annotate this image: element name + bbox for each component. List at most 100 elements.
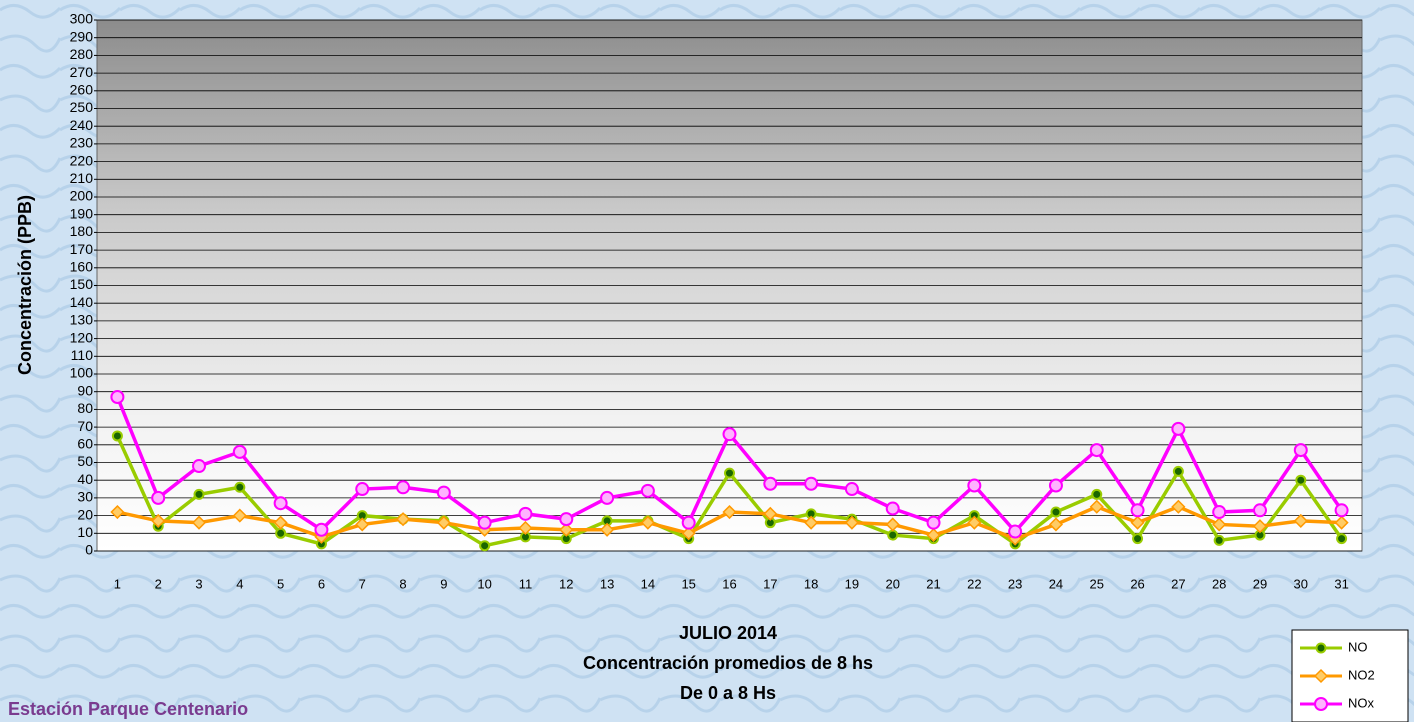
y-tick-label: 50: [77, 453, 93, 469]
x-tick-label: 12: [559, 576, 573, 591]
marker: [640, 515, 655, 530]
x-tick-label: 5: [277, 576, 284, 591]
x-tick-label: 6: [318, 576, 325, 591]
marker: [1089, 443, 1104, 458]
marker: [1295, 474, 1307, 486]
x-tick-label: 25: [1090, 576, 1104, 591]
x-tick-label: 17: [763, 576, 777, 591]
y-tick-label: 300: [70, 11, 94, 27]
marker: [926, 528, 941, 543]
marker: [151, 490, 166, 505]
marker: [396, 480, 411, 495]
y-tick-label: 110: [71, 347, 94, 363]
marker: [314, 522, 329, 537]
marker: [110, 504, 125, 520]
marker: [436, 515, 451, 530]
marker: [1334, 503, 1349, 518]
marker: [234, 481, 246, 493]
x-tick-label: 9: [440, 576, 447, 591]
x-tick-label: 20: [885, 576, 899, 591]
marker: [763, 506, 778, 521]
marker: [600, 522, 615, 537]
marker: [395, 512, 411, 527]
y-tick-label: 190: [70, 205, 94, 221]
x-tick-label: 14: [641, 576, 655, 591]
x-tick-label: 4: [236, 576, 243, 591]
y-tick-label: 0: [85, 542, 93, 558]
marker: [1212, 517, 1227, 532]
marker: [436, 485, 451, 500]
y-tick-label: 180: [70, 223, 94, 239]
legend-label: NO2: [1348, 667, 1375, 682]
marker: [885, 501, 900, 516]
y-tick-label: 130: [70, 312, 94, 328]
y-tick-label: 120: [70, 329, 94, 345]
marker: [1171, 499, 1186, 514]
x-tick-label: 11: [519, 576, 533, 591]
marker: [559, 512, 574, 527]
marker: [926, 515, 941, 530]
y-tick-label: 150: [70, 276, 94, 292]
marker: [1048, 478, 1063, 493]
marker: [724, 467, 735, 479]
marker: [1130, 503, 1145, 518]
y-tick-label: 40: [77, 471, 93, 487]
marker: [804, 515, 819, 530]
legend-label: NO: [1348, 639, 1368, 654]
y-tick-label: 20: [77, 506, 93, 522]
marker: [1050, 506, 1062, 518]
y-axis-title: Concentración (PPB): [15, 195, 35, 375]
y-tick-label: 60: [77, 436, 93, 452]
y-tick-label: 30: [77, 489, 93, 505]
marker: [355, 517, 370, 532]
chart-title: De 0 a 8 Hs: [680, 683, 776, 703]
x-tick-label: 10: [477, 576, 491, 591]
marker: [885, 517, 900, 532]
marker: [844, 515, 859, 530]
y-tick-label: 260: [70, 82, 94, 98]
marker: [192, 459, 207, 474]
x-tick-label: 15: [681, 576, 695, 591]
marker: [518, 520, 533, 536]
marker: [1130, 515, 1145, 530]
marker: [1008, 524, 1023, 539]
x-tick-label: 7: [359, 576, 366, 591]
marker: [600, 490, 615, 505]
y-tick-label: 290: [70, 28, 94, 44]
station-label: Estación Parque Centenario: [8, 699, 248, 719]
marker: [887, 529, 899, 541]
marker: [1212, 505, 1227, 520]
legend: NO NO2 NOx: [1291, 629, 1409, 722]
marker: [1091, 488, 1103, 500]
y-tick-label: 280: [70, 46, 94, 62]
y-tick-label: 250: [70, 99, 94, 115]
y-tick-label: 70: [77, 418, 93, 434]
marker: [110, 390, 125, 405]
marker: [804, 476, 819, 491]
y-tick-label: 90: [77, 382, 93, 398]
marker: [1252, 519, 1268, 534]
y-tick-label: 200: [70, 188, 94, 204]
y-tick-label: 270: [70, 64, 94, 80]
y-tick-label: 220: [70, 152, 94, 168]
legend-marker: [1314, 697, 1328, 711]
y-tick-label: 80: [77, 400, 93, 416]
x-tick-label: 13: [600, 576, 614, 591]
marker: [273, 515, 288, 530]
marker: [722, 504, 737, 520]
marker: [273, 496, 288, 511]
marker: [844, 482, 859, 497]
marker: [559, 522, 574, 537]
chart-title: Concentración promedios de 8 hs: [583, 653, 873, 673]
marker: [479, 540, 491, 552]
marker: [1213, 534, 1225, 546]
x-tick-label: 16: [722, 576, 736, 591]
y-tick-label: 10: [77, 524, 93, 540]
x-tick-label: 28: [1212, 576, 1226, 591]
marker: [191, 515, 207, 530]
x-tick-label: 30: [1294, 576, 1308, 591]
y-tick-label: 170: [70, 241, 94, 257]
x-tick-label: 22: [967, 576, 981, 591]
marker: [681, 526, 696, 541]
